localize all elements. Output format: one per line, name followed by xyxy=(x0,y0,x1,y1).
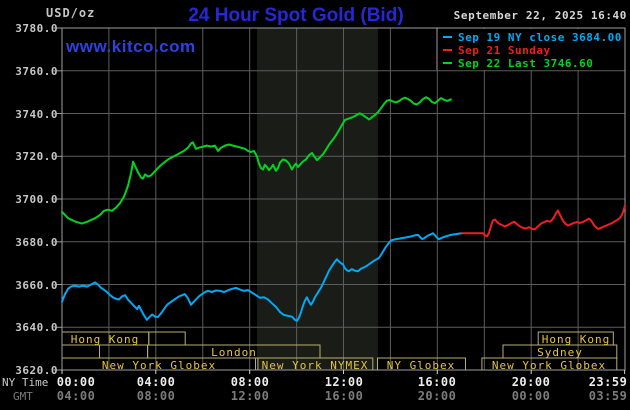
ny-time-axis-label: NY Time xyxy=(2,376,49,389)
ny-time-tick-label: 23:59 xyxy=(588,375,628,389)
legend-item: Sep 19 NY close 3684.00 xyxy=(443,31,622,44)
unit-label: USD/oz xyxy=(46,6,96,20)
session-box xyxy=(99,344,149,359)
page-title: 24 Hour Spot Gold (Bid) xyxy=(188,5,404,26)
price-line xyxy=(61,96,452,225)
legend-dash-icon xyxy=(443,62,452,64)
y-axis-tick-label: 3640.0 xyxy=(15,321,58,334)
y-axis-tick-label: 3760.0 xyxy=(15,65,58,78)
price-line xyxy=(461,204,626,238)
legend-item-label: Sep 21 Sunday xyxy=(458,44,551,57)
y-axis-tick-label: 3660.0 xyxy=(15,279,58,292)
legend-item: Sep 22 Last 3746.60 xyxy=(443,57,593,70)
session-label: Hong Kong xyxy=(541,333,611,346)
ny-time-tick-label: 00:00 xyxy=(56,375,96,389)
legend-item-label: Sep 19 NY close 3684.00 xyxy=(458,31,622,44)
gmt-tick-label: 20:00 xyxy=(417,389,457,403)
gmt-tick-label: 12:00 xyxy=(230,389,270,403)
gmt-tick-label: 08:00 xyxy=(136,389,176,403)
session-box xyxy=(148,331,186,346)
session-label: Hong Kong xyxy=(70,333,140,346)
y-axis-tick-label: 3740.0 xyxy=(15,108,58,121)
ny-time-tick-label: 20:00 xyxy=(511,375,551,389)
y-axis-tick-label: 3780.0 xyxy=(15,22,58,35)
session-label: NY Globex xyxy=(386,359,456,372)
legend-dash-icon xyxy=(443,36,452,38)
session-label: New York Globex xyxy=(491,359,607,372)
session-label: London xyxy=(211,346,257,359)
session-label: New York Globex xyxy=(101,359,217,372)
legend-dash-icon xyxy=(443,49,452,51)
ny-time-tick-label: 16:00 xyxy=(417,375,457,389)
gmt-tick-label: 03:59 xyxy=(588,389,628,403)
legend-panel xyxy=(437,29,624,70)
y-axis-tick-label: 3620.0 xyxy=(15,364,58,377)
y-axis-tick-label: 3720.0 xyxy=(15,150,58,163)
ny-time-tick-label: 12:00 xyxy=(324,375,364,389)
gmt-tick-label: 16:00 xyxy=(324,389,364,403)
ny-time-tick-label: 08:00 xyxy=(230,375,270,389)
ny-time-tick-label: 04:00 xyxy=(136,375,176,389)
gmt-tick-label: 00:00 xyxy=(511,389,551,403)
kitco-watermark-link[interactable]: www.kitco.com xyxy=(66,37,196,56)
session-label: New York NYMEX xyxy=(261,359,369,372)
legend-item-label: Sep 22 Last 3746.60 xyxy=(458,57,594,70)
session-box xyxy=(61,344,100,359)
gmt-axis-label: GMT xyxy=(13,390,33,403)
datetime-stamp: September 22, 2025 16:40 xyxy=(453,9,627,22)
y-axis-tick-label: 3700.0 xyxy=(15,193,58,206)
legend-item: Sep 21 Sunday xyxy=(443,44,551,57)
y-axis-tick-label: 3680.0 xyxy=(15,236,58,249)
session-label: Sydney xyxy=(537,346,583,359)
gmt-tick-label: 04:00 xyxy=(56,389,96,403)
price-line xyxy=(61,232,463,322)
